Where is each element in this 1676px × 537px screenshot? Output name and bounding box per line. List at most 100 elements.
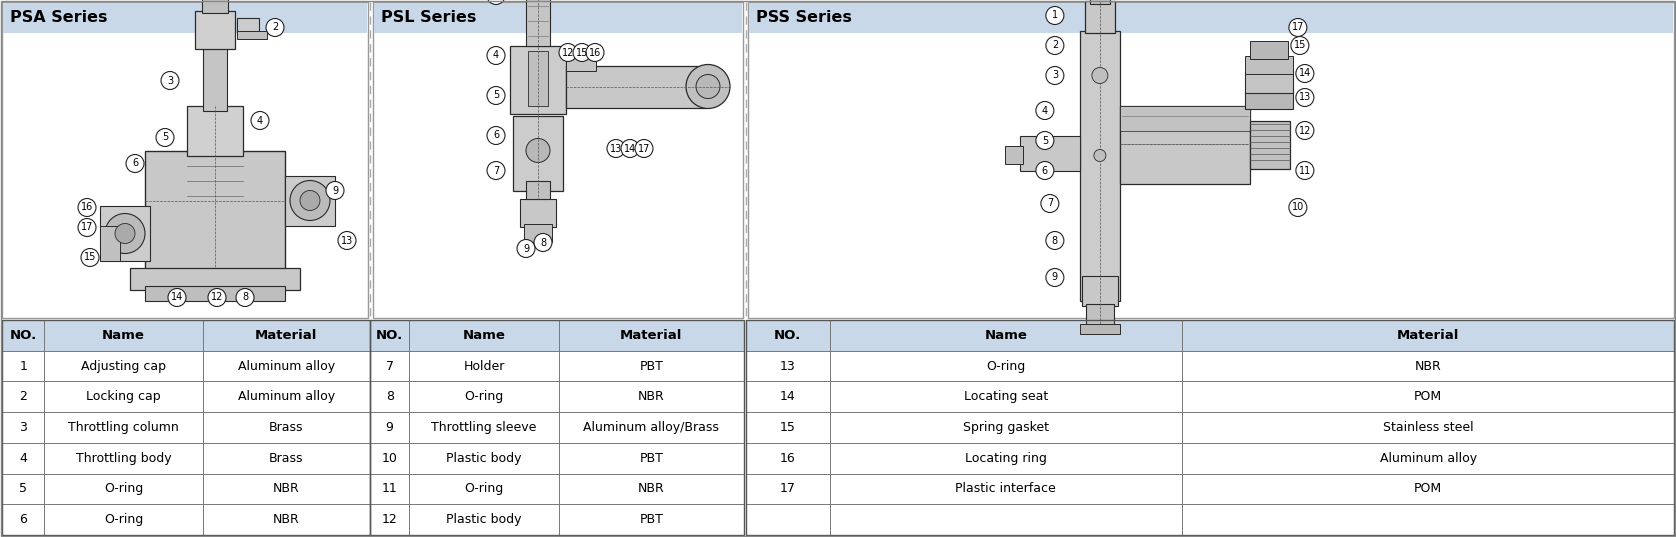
Bar xyxy=(520,199,556,227)
Bar xyxy=(526,180,550,199)
Circle shape xyxy=(327,182,344,200)
Text: 16: 16 xyxy=(779,452,796,465)
Text: Aluminum alloy: Aluminum alloy xyxy=(238,390,335,403)
Text: NO.: NO. xyxy=(774,329,801,342)
Circle shape xyxy=(156,128,174,147)
Bar xyxy=(370,381,744,412)
Bar xyxy=(510,46,566,113)
Text: 4: 4 xyxy=(493,50,499,61)
Bar xyxy=(746,474,1674,504)
Bar xyxy=(526,0,550,46)
Circle shape xyxy=(1041,194,1059,213)
Text: Throttling body: Throttling body xyxy=(75,452,171,465)
Bar xyxy=(746,320,1674,351)
Bar xyxy=(746,320,1674,535)
Text: 11: 11 xyxy=(382,482,397,496)
Text: 8: 8 xyxy=(540,237,546,248)
Text: NBR: NBR xyxy=(273,482,300,496)
Bar xyxy=(374,2,742,318)
Text: 4: 4 xyxy=(18,452,27,465)
Bar xyxy=(746,412,1674,443)
Bar xyxy=(528,50,548,105)
Text: PBT: PBT xyxy=(640,360,664,373)
Bar xyxy=(370,320,744,351)
Bar xyxy=(370,351,744,381)
Bar xyxy=(747,2,1674,318)
Text: Stainless steel: Stainless steel xyxy=(1383,421,1473,434)
Bar xyxy=(1006,146,1022,163)
Text: 12: 12 xyxy=(211,293,223,302)
Bar xyxy=(1079,31,1120,301)
Circle shape xyxy=(685,64,731,108)
Text: 7: 7 xyxy=(385,360,394,373)
Text: 15: 15 xyxy=(84,252,96,263)
Text: 12: 12 xyxy=(1299,126,1311,135)
Text: 4: 4 xyxy=(256,115,263,126)
Text: Plastic interface: Plastic interface xyxy=(955,482,1056,496)
Text: Name: Name xyxy=(984,329,1027,342)
Text: O-ring: O-ring xyxy=(464,390,504,403)
Text: 12: 12 xyxy=(382,513,397,526)
Text: 14: 14 xyxy=(623,143,637,154)
Bar xyxy=(2,474,370,504)
Text: 4: 4 xyxy=(1042,105,1048,115)
Bar xyxy=(1084,1,1115,33)
Bar xyxy=(370,412,744,443)
Circle shape xyxy=(1296,121,1314,140)
Circle shape xyxy=(208,288,226,307)
Circle shape xyxy=(161,71,179,90)
Text: 14: 14 xyxy=(171,293,183,302)
Circle shape xyxy=(236,288,255,307)
Text: 3: 3 xyxy=(1053,70,1058,81)
Circle shape xyxy=(1046,6,1064,25)
Bar xyxy=(749,3,1673,33)
Bar xyxy=(101,226,121,260)
Bar xyxy=(1021,135,1079,171)
Text: 9: 9 xyxy=(385,421,394,434)
Text: Throttling sleeve: Throttling sleeve xyxy=(431,421,536,434)
Text: Locating seat: Locating seat xyxy=(964,390,1048,403)
Text: 17: 17 xyxy=(1292,23,1304,33)
Text: PBT: PBT xyxy=(640,513,664,526)
Circle shape xyxy=(290,180,330,221)
Bar xyxy=(370,320,744,535)
Text: O-ring: O-ring xyxy=(104,513,142,526)
Circle shape xyxy=(488,127,504,144)
Text: 13: 13 xyxy=(779,360,796,373)
Text: Aluminum alloy: Aluminum alloy xyxy=(1379,452,1477,465)
Text: PSS Series: PSS Series xyxy=(756,11,851,25)
Text: Brass: Brass xyxy=(270,421,303,434)
Circle shape xyxy=(79,199,96,216)
Text: 13: 13 xyxy=(1299,92,1311,103)
Text: Material: Material xyxy=(255,329,317,342)
Circle shape xyxy=(488,0,504,4)
Bar xyxy=(194,11,235,48)
Bar xyxy=(203,46,226,111)
Text: 16: 16 xyxy=(588,47,602,57)
Bar xyxy=(131,267,300,289)
Text: 8: 8 xyxy=(1053,236,1058,245)
Circle shape xyxy=(1289,18,1307,37)
Bar xyxy=(1245,70,1292,92)
Text: 1: 1 xyxy=(1053,11,1058,20)
Text: NBR: NBR xyxy=(639,390,665,403)
Text: Plastic body: Plastic body xyxy=(446,452,521,465)
Bar xyxy=(374,3,742,33)
Bar xyxy=(2,443,370,474)
Bar xyxy=(746,381,1674,412)
Bar xyxy=(2,412,370,443)
Text: 5: 5 xyxy=(18,482,27,496)
Text: 8: 8 xyxy=(241,293,248,302)
Text: Locating ring: Locating ring xyxy=(965,452,1048,465)
Text: 14: 14 xyxy=(779,390,796,403)
Text: Aluminum alloy: Aluminum alloy xyxy=(238,360,335,373)
Circle shape xyxy=(488,47,504,64)
Text: 9: 9 xyxy=(1053,272,1058,282)
Circle shape xyxy=(1291,37,1309,54)
Bar xyxy=(370,474,744,504)
Bar xyxy=(188,105,243,156)
Circle shape xyxy=(168,288,186,307)
Text: Material: Material xyxy=(1396,329,1460,342)
Text: 17: 17 xyxy=(779,482,796,496)
Text: 6: 6 xyxy=(132,158,137,169)
